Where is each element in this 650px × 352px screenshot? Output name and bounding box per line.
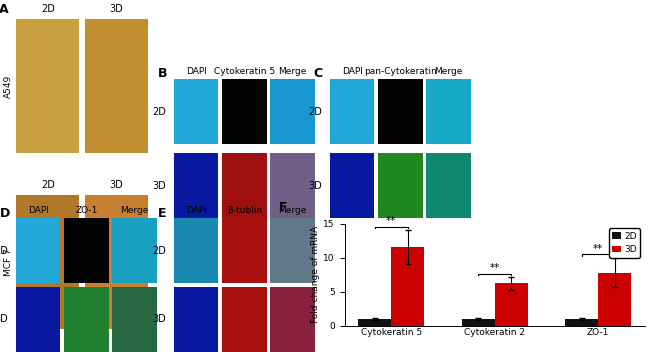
Bar bbox=[565, 319, 598, 326]
Text: 2D: 2D bbox=[308, 107, 322, 117]
Text: DAPI: DAPI bbox=[186, 67, 207, 76]
Text: DAPI: DAPI bbox=[186, 206, 207, 215]
Text: 2D: 2D bbox=[0, 246, 8, 256]
Text: F: F bbox=[278, 201, 287, 214]
Y-axis label: Fold change of mRNA: Fold change of mRNA bbox=[311, 226, 320, 323]
Text: 3D: 3D bbox=[309, 181, 322, 191]
Text: A549: A549 bbox=[4, 75, 13, 98]
Bar bbox=[598, 272, 631, 326]
Text: 3D: 3D bbox=[153, 181, 166, 191]
Bar bbox=[495, 283, 528, 326]
Text: 3D: 3D bbox=[109, 180, 123, 190]
Text: E: E bbox=[157, 207, 166, 220]
Text: D: D bbox=[0, 207, 10, 220]
Text: 3D: 3D bbox=[109, 4, 123, 14]
Text: Merge: Merge bbox=[278, 206, 307, 215]
Text: 2D: 2D bbox=[152, 246, 166, 256]
Text: A: A bbox=[0, 3, 8, 16]
Text: B: B bbox=[157, 68, 167, 81]
Text: 3D: 3D bbox=[153, 314, 166, 325]
Bar bbox=[462, 319, 495, 326]
Text: DAPI: DAPI bbox=[28, 206, 49, 215]
Text: 2D: 2D bbox=[41, 180, 55, 190]
Text: Merge: Merge bbox=[278, 67, 307, 76]
Text: **: ** bbox=[593, 244, 603, 254]
Legend: 2D, 3D: 2D, 3D bbox=[608, 228, 640, 258]
Bar bbox=[391, 247, 424, 326]
Text: Merge: Merge bbox=[434, 67, 463, 76]
Text: 2D: 2D bbox=[41, 4, 55, 14]
Text: **: ** bbox=[386, 216, 396, 226]
Text: pan-Cytokeratin: pan-Cytokeratin bbox=[364, 67, 437, 76]
Text: 3D: 3D bbox=[0, 314, 8, 325]
Text: Cytokeratin 5: Cytokeratin 5 bbox=[214, 67, 275, 76]
Bar bbox=[358, 319, 391, 326]
Text: 2D: 2D bbox=[152, 107, 166, 117]
Text: MCF 7: MCF 7 bbox=[4, 249, 13, 276]
Text: Merge: Merge bbox=[120, 206, 149, 215]
Text: C: C bbox=[313, 68, 322, 81]
Text: ZO-1: ZO-1 bbox=[75, 206, 98, 215]
Text: **: ** bbox=[489, 263, 500, 273]
Text: DAPI: DAPI bbox=[342, 67, 363, 76]
Text: β-tublin: β-tublin bbox=[227, 206, 262, 215]
